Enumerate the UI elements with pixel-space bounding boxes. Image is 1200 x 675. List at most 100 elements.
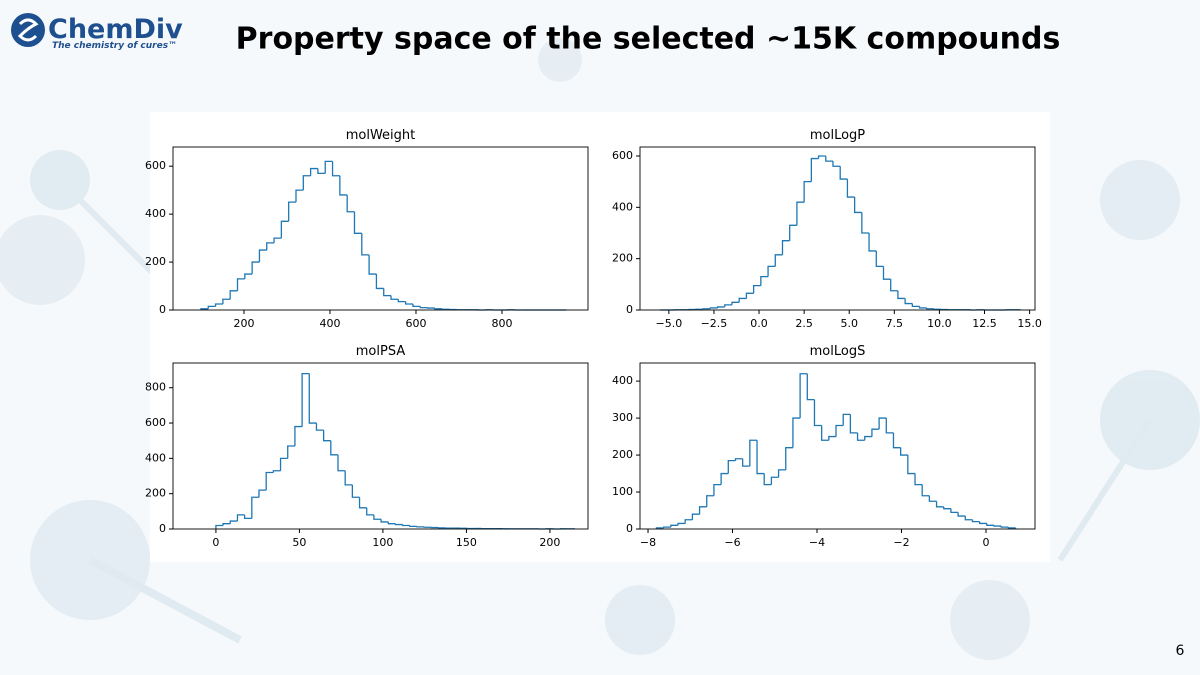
histogram-step	[882, 266, 891, 280]
histogram-step	[907, 455, 916, 475]
logo: ChemDiv The chemistry of cures™	[11, 13, 183, 51]
histogram-step	[810, 157, 819, 182]
axes-frame	[639, 146, 1036, 311]
histogram-step	[742, 458, 750, 467]
histogram-step	[928, 495, 937, 502]
histogram-step	[251, 261, 260, 275]
histogram-step	[897, 290, 906, 300]
histogram-step	[774, 254, 783, 267]
histogram-step	[825, 155, 833, 162]
histogram-step	[943, 506, 951, 510]
histogram-step	[387, 521, 396, 525]
histogram-step	[971, 519, 980, 523]
axes-frame	[172, 362, 589, 530]
x-tick-label: 15.0	[1017, 317, 1042, 330]
y-tick-label: 0	[626, 522, 633, 535]
histogram-step	[918, 306, 927, 309]
histogram-step	[734, 458, 743, 461]
histogram-step	[979, 521, 987, 525]
histogram-step	[358, 497, 367, 509]
histogram-step	[266, 242, 275, 251]
histogram-step	[353, 211, 362, 234]
histogram-step	[243, 514, 252, 520]
y-tick-label: 600	[145, 416, 166, 429]
histogram-step	[368, 254, 377, 275]
histogram-step	[222, 523, 231, 526]
histogram-step	[846, 179, 855, 198]
histogram-step	[366, 507, 374, 516]
y-tick-label: 600	[612, 149, 633, 162]
histogram-step	[258, 249, 267, 263]
x-tick-label: −2	[893, 536, 909, 549]
histogram-step	[397, 299, 406, 303]
histogram-step	[842, 413, 851, 426]
histogram-step	[390, 295, 399, 300]
histogram-step	[207, 305, 216, 309]
histogram-step	[964, 516, 973, 521]
histogram-step	[229, 290, 238, 300]
histogram-step	[868, 232, 877, 252]
y-tick-label: 800	[145, 381, 166, 394]
histogram-step	[878, 417, 887, 430]
histogram-step	[322, 430, 331, 442]
x-tick-label: 0	[982, 536, 989, 549]
histogram-step	[706, 495, 714, 507]
histogram-step	[796, 201, 805, 226]
y-tick-label: 400	[145, 207, 166, 220]
x-tick-label: 100	[372, 536, 393, 549]
histogram-step	[777, 469, 786, 478]
histogram-step	[789, 224, 797, 241]
histogram-step	[287, 445, 295, 459]
histogram-step	[409, 525, 417, 528]
histogram-step	[767, 265, 776, 277]
histogram-step	[781, 240, 790, 255]
histogram-step	[373, 514, 382, 520]
histogram-step	[670, 524, 679, 528]
x-tick-label: 10.0	[927, 317, 952, 330]
histogram-step	[832, 161, 841, 167]
histogram-step	[914, 473, 923, 486]
chart-title: molLogP	[810, 128, 865, 143]
histogram-step	[702, 308, 711, 310]
x-tick-label: 200	[233, 317, 254, 330]
histogram-step	[853, 197, 862, 214]
page-number: 6	[1176, 643, 1185, 659]
chart-title: molPSA	[356, 344, 406, 359]
histogram-step	[749, 439, 758, 467]
x-tick-label: 50	[292, 536, 306, 549]
x-tick-label: −8	[640, 536, 656, 549]
histogram-step	[315, 423, 324, 431]
x-tick-label: 150	[456, 536, 477, 549]
histogram-step	[864, 435, 872, 441]
histogram-step	[803, 181, 812, 203]
histogram-step	[215, 524, 224, 529]
histogram-step	[713, 483, 722, 496]
y-tick-label: 200	[612, 252, 633, 265]
histogram-step	[331, 161, 340, 177]
histogram-step	[351, 484, 360, 498]
histogram-step	[839, 166, 848, 180]
histogram-step	[856, 432, 865, 441]
plot-area	[640, 363, 1035, 529]
histogram-step	[900, 447, 908, 456]
histogram-step	[222, 298, 231, 305]
histogram-step	[309, 167, 318, 176]
histogram-step	[229, 520, 238, 524]
y-tick-label: 200	[612, 448, 633, 461]
histogram-step	[280, 220, 289, 239]
histogram-step	[731, 301, 740, 305]
histogram-step	[926, 307, 934, 310]
histogram-step	[346, 194, 355, 213]
histogram-step	[817, 155, 826, 159]
histogram-step	[933, 308, 942, 310]
histogram-step	[361, 233, 370, 256]
histogram-step	[344, 470, 353, 486]
x-tick-label: 5.0	[840, 317, 858, 330]
histogram-step	[720, 472, 729, 485]
histogram-step	[1000, 526, 1009, 528]
histogram-step	[993, 525, 1002, 527]
plot-area	[640, 147, 1035, 310]
histogram-step	[760, 275, 769, 286]
histogram-step	[279, 457, 288, 471]
histogram-step	[709, 307, 718, 309]
